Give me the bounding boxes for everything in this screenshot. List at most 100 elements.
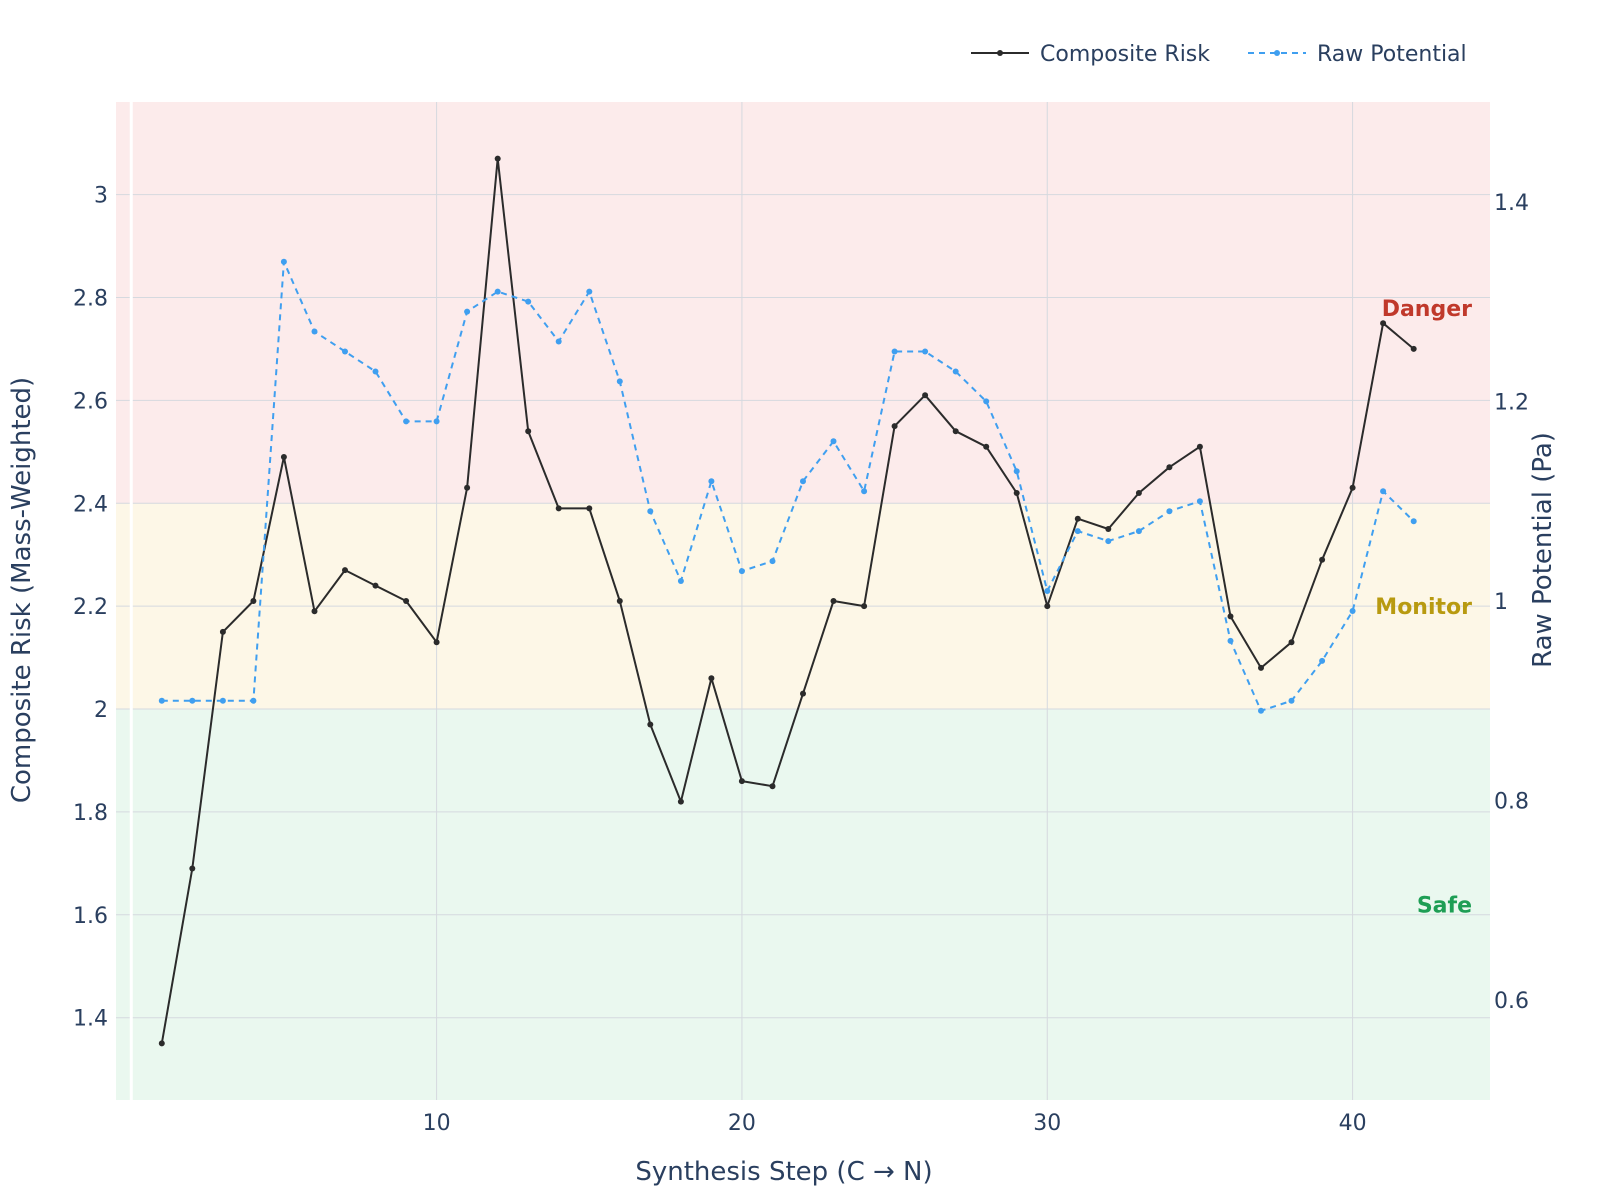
x-tick-label: 20 (728, 1111, 756, 1136)
data-point-composite-risk (1349, 484, 1356, 491)
data-point-composite-risk (1410, 345, 1417, 352)
data-point-composite-risk (311, 608, 318, 615)
data-point-raw-potential (677, 578, 684, 584)
data-point-raw-potential (586, 288, 593, 295)
data-point-composite-risk (464, 484, 471, 491)
y-tick-label: 2.2 (73, 595, 108, 620)
y-tick-label: 3 (94, 184, 108, 209)
data-point-composite-risk (189, 865, 196, 872)
data-point-raw-potential (1380, 488, 1387, 495)
data-point-composite-risk (1074, 515, 1081, 522)
data-point-composite-risk (677, 798, 684, 805)
data-point-composite-risk (1288, 639, 1295, 646)
data-point-raw-potential (952, 368, 959, 375)
data-point-composite-risk (922, 392, 929, 399)
data-point-raw-potential (708, 478, 715, 485)
y2-tick-label: 0.8 (1494, 790, 1529, 815)
axis-ticks: 1.4 1.6 1.8 2 2.2 2.4 2.6 2.8 3 0.6 0.8 1 1.2 1.4 10 20… (73, 184, 1529, 1136)
data-point-composite-risk (1166, 464, 1173, 471)
legend-item-raw-potential: Raw Potential (1248, 42, 1467, 67)
y-tick-label: 2 (94, 698, 108, 723)
data-point-composite-risk (219, 628, 226, 635)
data-point-raw-potential (250, 697, 257, 704)
zone-safe (116, 709, 1490, 1100)
data-point-raw-potential (769, 558, 776, 565)
data-point-raw-potential (891, 348, 898, 355)
data-point-composite-risk (1105, 526, 1112, 532)
series-line-raw-potential (161, 260, 1415, 712)
y-tick-label: 2.8 (73, 286, 108, 311)
data-point-raw-potential (189, 697, 196, 704)
x-tick-label: 30 (1033, 1111, 1061, 1136)
data-point-composite-risk (891, 423, 898, 430)
data-point-raw-potential (1074, 528, 1081, 535)
y-tick-label: 2.4 (73, 492, 108, 517)
data-point-raw-potential (525, 298, 532, 305)
data-point-raw-potential (555, 338, 562, 345)
data-point-composite-risk (1227, 613, 1234, 620)
data-point-raw-potential (1319, 657, 1326, 664)
x-tick-label: 40 (1339, 1111, 1367, 1136)
data-point-raw-potential (830, 438, 837, 445)
data-point-composite-risk (1319, 556, 1326, 563)
zone-label-danger: Danger (1382, 297, 1472, 322)
data-point-raw-potential (1349, 608, 1356, 614)
data-point-raw-potential (1258, 707, 1264, 714)
data-point-raw-potential (1135, 528, 1142, 535)
data-point-composite-risk (342, 567, 348, 574)
zone-label-monitor: Monitor (1375, 595, 1472, 620)
data-point-raw-potential (342, 348, 348, 355)
data-point-raw-potential (433, 418, 440, 425)
y-tick-label: 1.4 (73, 1007, 108, 1032)
data-point-composite-risk (952, 428, 959, 435)
y2-axis-title: Raw Potential (Pa) (1528, 432, 1558, 668)
data-point-composite-risk (494, 155, 501, 162)
legend-marker-raw-potential (1274, 50, 1280, 56)
data-point-composite-risk (708, 675, 715, 682)
legend-item-composite-risk: Composite Risk (971, 42, 1210, 67)
data-point-raw-potential (403, 418, 410, 425)
y-tick-label: 1.6 (73, 904, 108, 929)
y2-tick-label: 1.2 (1494, 390, 1529, 415)
series-line-composite-risk (160, 157, 1415, 1044)
data-point-raw-potential (1105, 538, 1112, 545)
series-layer (158, 155, 1417, 1047)
data-point-composite-risk (1013, 490, 1020, 496)
data-point-raw-potential (158, 697, 165, 704)
data-point-composite-risk (280, 454, 287, 460)
data-point-composite-risk (1258, 664, 1264, 671)
data-point-raw-potential (280, 258, 287, 265)
data-point-composite-risk (647, 721, 654, 728)
data-point-raw-potential (1196, 498, 1203, 505)
legend-label-raw-potential: Raw Potential (1317, 42, 1467, 67)
x-tick-label: 10 (423, 1111, 451, 1136)
y-axis-title: Composite Risk (Mass-Weighted) (7, 377, 37, 803)
data-point-composite-risk (861, 603, 868, 610)
data-point-composite-risk (372, 582, 379, 589)
legend: Composite Risk Raw Potential (971, 42, 1467, 67)
data-point-composite-risk (433, 639, 440, 646)
data-point-raw-potential (861, 488, 868, 495)
data-point-composite-risk (555, 505, 562, 512)
data-point-composite-risk (983, 443, 990, 450)
data-point-raw-potential (983, 398, 990, 405)
data-point-raw-potential (494, 288, 501, 295)
data-point-raw-potential (738, 568, 745, 575)
data-point-composite-risk (158, 1040, 165, 1047)
data-point-raw-potential (922, 348, 929, 355)
data-point-composite-risk (1196, 443, 1203, 450)
data-point-raw-potential (1013, 468, 1020, 475)
data-point-raw-potential (219, 697, 226, 704)
data-point-composite-risk (525, 428, 532, 435)
y-tick-label: 1.8 (73, 801, 108, 826)
zone-danger (116, 102, 1490, 504)
data-point-composite-risk (769, 783, 776, 790)
data-point-composite-risk (800, 690, 806, 697)
data-point-raw-potential (311, 328, 318, 335)
data-point-composite-risk (1380, 320, 1387, 327)
data-point-composite-risk (830, 598, 837, 604)
data-point-composite-risk (586, 505, 593, 512)
data-point-composite-risk (738, 778, 745, 785)
data-point-raw-potential (800, 478, 806, 485)
y2-tick-label: 1.4 (1494, 191, 1529, 216)
